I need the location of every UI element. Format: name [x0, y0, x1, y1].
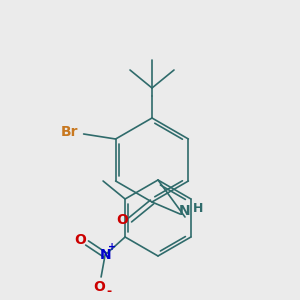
- Text: -: -: [106, 284, 112, 298]
- Text: O: O: [116, 213, 128, 227]
- Text: O: O: [74, 233, 86, 247]
- Text: N: N: [99, 248, 111, 262]
- Text: N: N: [179, 204, 191, 218]
- Text: +: +: [108, 242, 116, 252]
- Text: H: H: [193, 202, 203, 215]
- Text: O: O: [93, 280, 105, 294]
- Text: Br: Br: [61, 125, 78, 139]
